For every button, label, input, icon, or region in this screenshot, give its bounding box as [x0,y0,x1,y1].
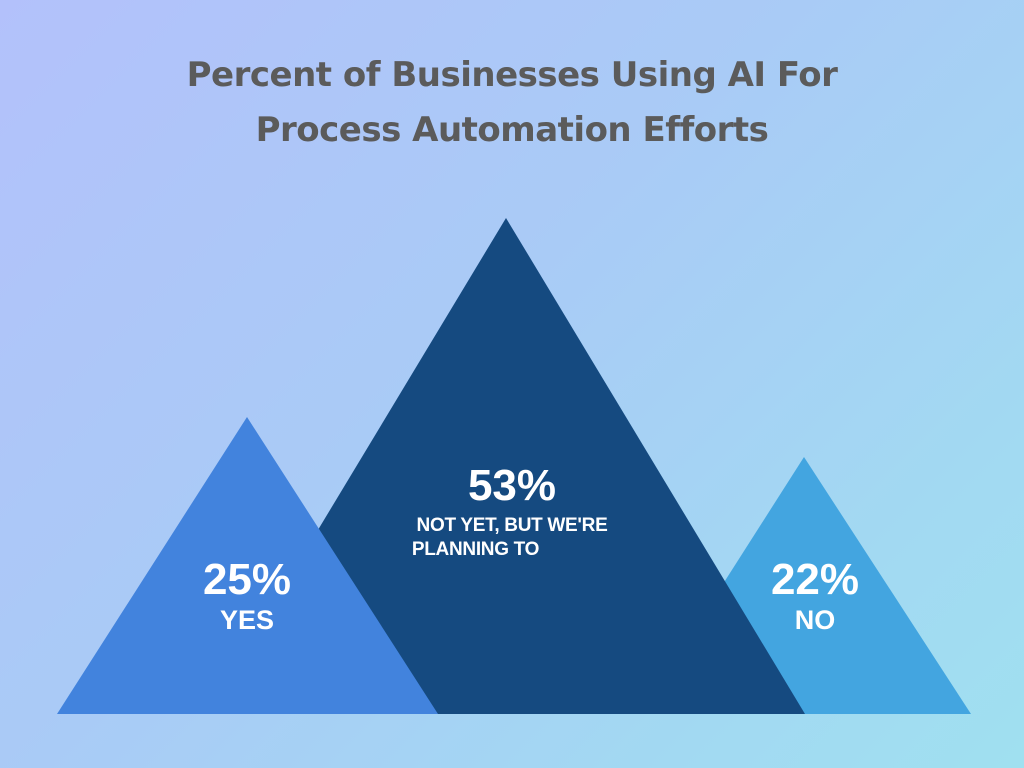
percent-no: 22% [770,555,860,604]
triangle-yes [57,417,438,714]
category-yes: YES [219,605,275,635]
percent-planning: 53% [467,461,557,510]
label-planning: 53% NOT YET, BUT WE'RE PLANNING TO [382,462,642,562]
percent-yes: 25% [202,555,292,604]
chart-title-line-2: Process Automation Efforts [255,110,769,150]
category-planning-line-1: NOT YET, BUT WE'RE [416,515,608,536]
chart-title-line-1: Percent of Businesses Using AI For [186,55,838,95]
category-no: NO [794,605,836,635]
label-yes: 25% YES [167,556,327,636]
chart-title: Percent of Businesses Using AI For Proce… [0,48,1024,158]
label-no: 22% NO [735,556,895,636]
category-planning-line-2: PLANNING TO [411,539,540,560]
